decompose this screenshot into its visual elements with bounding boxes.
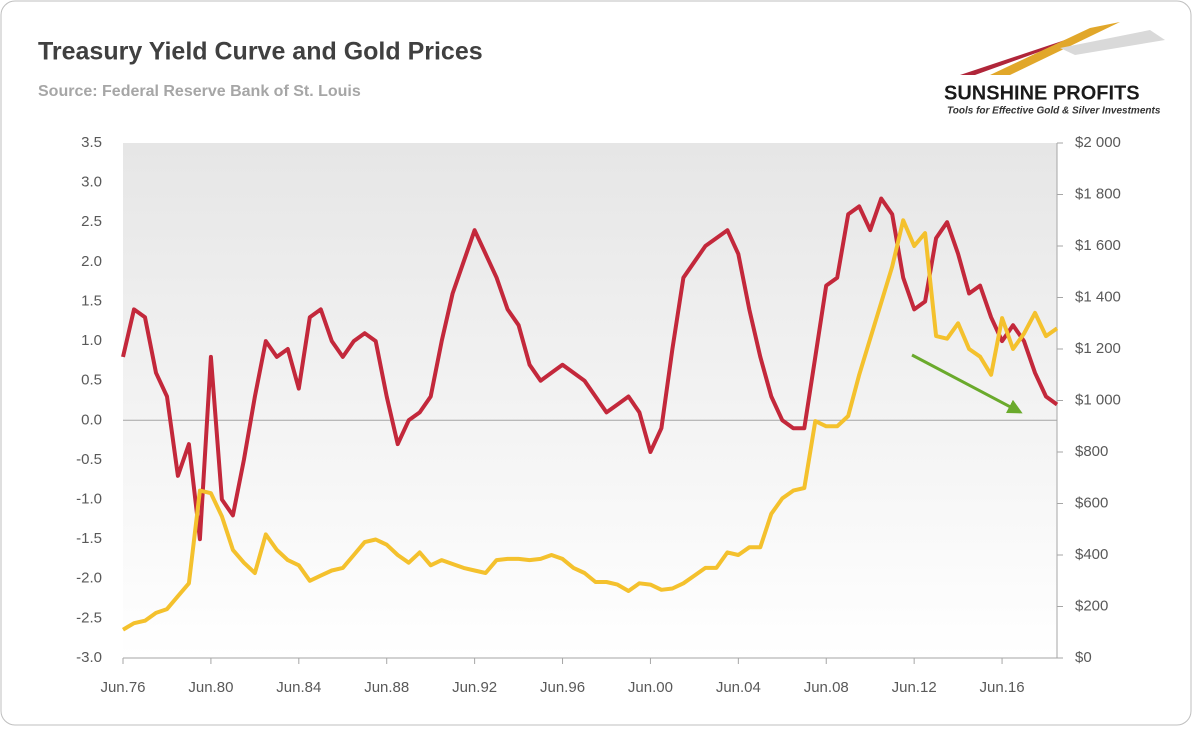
- x-tick-label: Jun.92: [452, 679, 497, 696]
- y-tick-label: -2.5: [76, 609, 102, 626]
- series-line: [121, 218, 1059, 632]
- logo: SUNSHINE PROFITS Tools for Effective Gol…: [944, 22, 1165, 117]
- y2-tick-label: $1 000: [1075, 391, 1121, 408]
- x-tick-label: Jun.00: [628, 679, 673, 696]
- y2-tick-label: $1 400: [1075, 288, 1121, 305]
- plot-area: [123, 143, 1057, 658]
- y-tick-label: 0.0: [81, 411, 102, 428]
- y-tick-label: 1.0: [81, 332, 102, 349]
- y-tick-label: 0.5: [81, 372, 102, 389]
- y2-tick-label: $0: [1075, 649, 1092, 666]
- y2-tick-label: $2 000: [1075, 134, 1121, 151]
- x-tick-label: Jun.84: [276, 679, 321, 696]
- y2-tick-label: $600: [1075, 494, 1108, 511]
- logo-swoosh: [990, 22, 1120, 75]
- y-tick-label: 3.0: [81, 174, 102, 191]
- logo-name: SUNSHINE PROFITS: [944, 82, 1140, 104]
- logo-swoosh: [1060, 30, 1165, 55]
- y2-tick-label: $1 800: [1075, 185, 1121, 202]
- x-tick-label: Jun.08: [804, 679, 849, 696]
- x-tick-label: Jun.16: [980, 679, 1025, 696]
- y2-tick-label: $1 600: [1075, 237, 1121, 254]
- y-tick-label: -3.0: [76, 649, 102, 666]
- x-tick-label: Jun.80: [188, 679, 233, 696]
- y-tick-label: 2.0: [81, 253, 102, 270]
- y-tick-label: -1.0: [76, 491, 102, 508]
- logo-tagline: Tools for Effective Gold & Silver Invest…: [947, 106, 1161, 117]
- x-tick-label: Jun.96: [540, 679, 585, 696]
- x-tick-label: Jun.04: [716, 679, 761, 696]
- chart-subtitle: Source: Federal Reserve Bank of St. Loui…: [38, 83, 361, 100]
- y2-tick-label: $1 200: [1075, 340, 1121, 357]
- trend-arrow: [911, 353, 1023, 414]
- y-tick-label: -1.5: [76, 530, 102, 547]
- y2-tick-label: $200: [1075, 597, 1108, 614]
- chart-title: Treasury Yield Curve and Gold Prices: [38, 38, 483, 66]
- x-tick-label: Jun.76: [100, 679, 145, 696]
- y-tick-label: 3.5: [81, 134, 102, 151]
- series-line: [121, 196, 1059, 542]
- y2-tick-label: $800: [1075, 443, 1108, 460]
- y2-tick-label: $400: [1075, 546, 1108, 563]
- x-tick-label: Jun.12: [892, 679, 937, 696]
- y-tick-label: 2.5: [81, 213, 102, 230]
- y-tick-label: 1.5: [81, 292, 102, 309]
- y-tick-label: -2.0: [76, 570, 102, 587]
- y-tick-label: -0.5: [76, 451, 102, 468]
- x-tick-label: Jun.88: [364, 679, 409, 696]
